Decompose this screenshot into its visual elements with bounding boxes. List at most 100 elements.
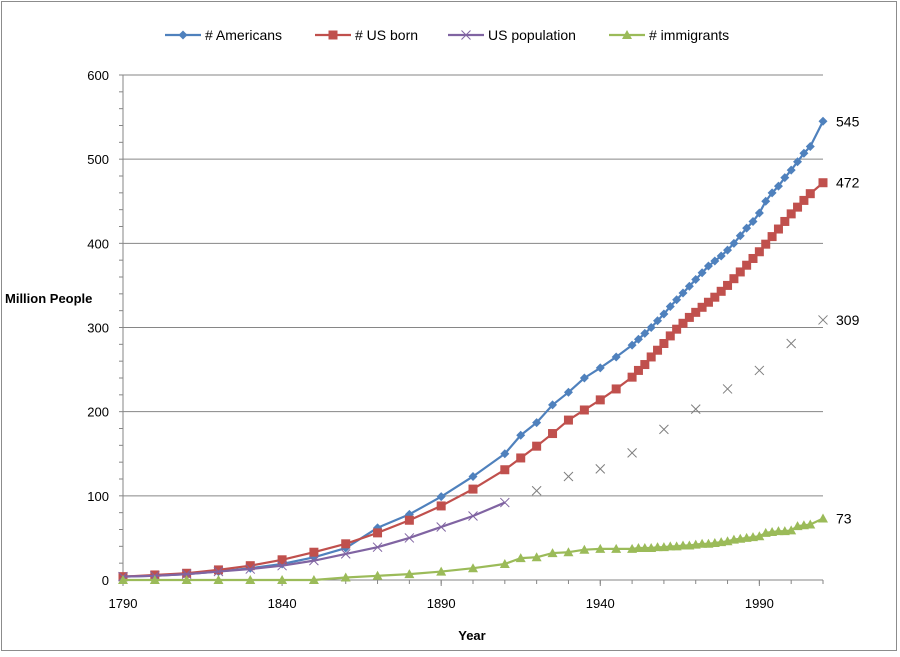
point-americans-1950 [627,340,637,350]
point-us-population-1830-stroke-b [245,564,256,574]
point-us-born-1954 [640,360,650,370]
point-americans-1952 [633,334,643,344]
point-us-born-1820 [213,565,223,575]
point-americans-1935 [579,373,589,383]
series-layer [118,116,828,584]
point-immigrants-1810 [181,575,192,584]
point-us-born-1994 [767,232,777,242]
legend-label-immigrants: # immigrants [649,27,729,43]
point-immigrants-1958 [652,542,663,552]
legend: # Americans # US born US population # immig… [165,27,729,43]
point-us-population-1940 [595,464,606,474]
y-tick-label-400: 400 [87,236,109,251]
point-us-population-1900 [468,511,478,521]
y-tick-label-600: 600 [87,68,109,83]
point-us-population-1870 [372,542,383,553]
point-us-population-1840-stroke-b [277,560,287,571]
point-americans-1966 [678,288,688,298]
point-immigrants-1860 [340,572,351,582]
legend-marker-immigrants [622,30,632,39]
legend-entry-americans: # Americans [165,27,282,43]
point-americans-1945 [611,352,621,362]
point-americans-2006 [805,142,815,152]
point-us-population-1960-stroke-b [659,424,669,435]
point-us-born-2006 [805,189,815,199]
point-americans-1920 [532,418,542,428]
point-us-born-1952 [633,365,643,375]
point-immigrants-1930 [563,547,574,557]
point-us-born-2010 [818,178,828,188]
point-us-population-1810-stroke-b [181,569,192,579]
point-americans-1978 [716,251,726,261]
point-immigrants-1940 [595,543,606,553]
legend-marker-us-born [328,30,338,40]
point-americans-1998 [780,173,790,183]
x-tick-label-1840: 1840 [268,596,297,611]
point-us-born-1976 [710,292,720,302]
point-us-born-1920 [532,441,542,451]
axes: 0 100 200 300 400 500 600 1790 1840 1890 1940 1990 Y… [5,68,824,643]
point-immigrants-1850 [308,575,319,584]
labels-layer: 545 472 309 73 [836,113,860,526]
point-immigrants-2010 [818,513,828,523]
point-us-born-1915 [516,453,526,463]
series-line-us-born [122,181,824,578]
point-immigrants-1935 [579,544,590,554]
point-us-population-1990-stroke-b [754,365,765,376]
point-americans-1960 [659,309,669,319]
series-americans [118,116,828,582]
legend-label-us-population: US population [488,27,576,43]
point-us-born-1968 [684,312,694,322]
legend-label-americans: # Americans [205,27,282,43]
point-us-population-1830 [245,564,256,574]
point-us-population-1890 [436,522,447,532]
point-americans-1962 [665,301,675,311]
point-us-born-1974 [703,297,713,307]
point-us-born-1945 [611,384,621,394]
point-us-born-1900 [468,484,478,494]
point-us-born-1840 [277,555,287,565]
point-us-population-1910 [499,497,510,508]
legend-marker-americans [178,30,188,40]
point-us-population-1850 [309,555,319,566]
point-us-born-1972 [697,302,707,312]
point-americans-1990 [754,208,764,218]
y-tick-label-100: 100 [87,489,109,504]
point-us-born-2004 [799,195,809,205]
point-us-population-2000-stroke-b [786,338,797,349]
legend-entry-us-born: # US born [315,27,418,43]
point-americans-1915 [516,430,526,440]
point-americans-1925 [548,400,558,410]
point-immigrants-1925 [547,548,558,558]
point-us-born-1978 [716,286,726,296]
point-immigrants-1870 [372,570,383,580]
point-us-born-1958 [653,345,663,355]
point-immigrants-2006 [805,519,816,529]
point-us-population-2010-stroke-b [818,315,828,325]
point-us-population-1980 [722,384,733,394]
point-americans-1958 [653,316,663,326]
point-us-born-1930 [563,415,573,425]
y-tick-label-500: 500 [87,152,109,167]
end-label-309: 309 [836,312,860,328]
point-us-population-1990 [754,365,765,376]
series-immigrants [118,513,828,584]
point-us-population-1930 [563,471,574,482]
point-immigrants-1920 [531,552,542,562]
point-us-population-2010 [818,315,828,325]
point-us-born-1990 [754,247,764,257]
point-us-population-1970 [690,404,701,414]
point-immigrants-1962 [665,541,676,551]
point-us-born-2002 [793,202,803,212]
point-americans-1910 [500,449,510,459]
point-us-born-1940 [595,395,605,405]
point-immigrants-1945 [611,543,622,553]
point-us-born-1992 [761,239,771,249]
x-tick-label-1890: 1890 [427,596,456,611]
point-americans-1964 [672,295,682,305]
point-americans-2002 [793,157,803,167]
point-us-population-1840 [277,560,287,571]
point-americans-2004 [799,148,809,158]
legend-entry-us-population: US population [448,27,576,43]
